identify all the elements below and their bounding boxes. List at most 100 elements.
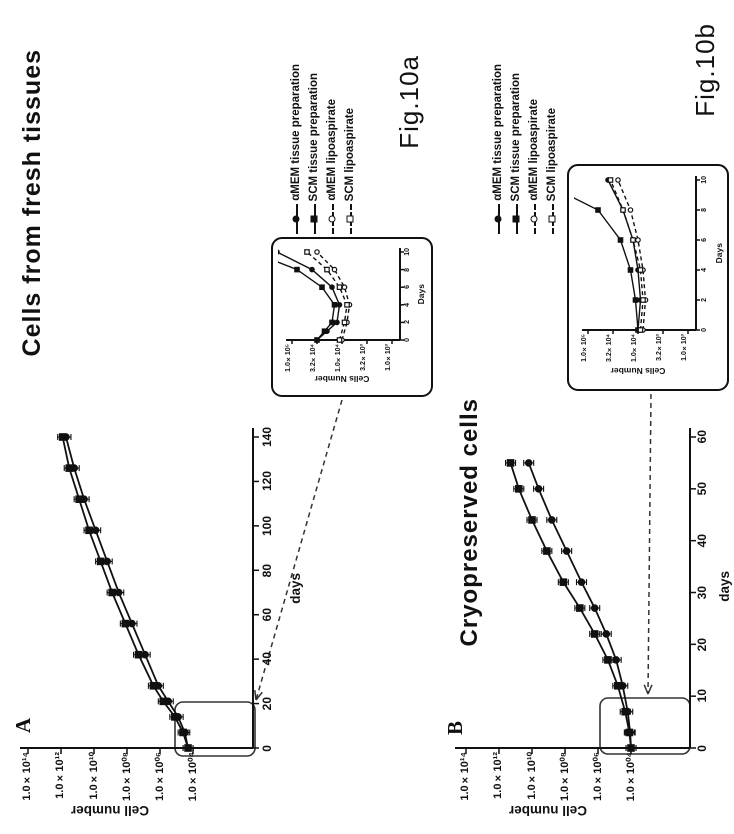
day-tick-text: 0 (403, 338, 411, 342)
day-tick-label: 6 (401, 278, 413, 296)
panel-a-marker: A (10, 718, 35, 734)
legend-item: SCM tissue preparation (507, 34, 525, 234)
value-tick-text: 1.0×10⁰⁴ (625, 752, 637, 802)
data-point-marker (314, 249, 320, 255)
day-tick-text: 6 (403, 285, 411, 290)
panel-b-marker: B (442, 720, 467, 735)
day-tick-text: 20 (695, 637, 709, 651)
day-tick-label: 8 (401, 261, 413, 279)
data-point-marker (562, 547, 571, 555)
day-tick-text: 40 (695, 533, 709, 548)
legend-marker (491, 204, 505, 234)
inset-a-chart (278, 248, 404, 344)
data-point-marker (336, 337, 343, 343)
day-tick-label: 0 (256, 734, 278, 762)
data-point-marker (637, 327, 644, 333)
inset-b-chart (574, 176, 700, 334)
data-point-marker (314, 337, 320, 343)
days-axis-label-b: days (716, 570, 732, 602)
value-tick-label: 1.0×10³ (681, 334, 688, 363)
day-tick-text: 4 (403, 302, 411, 307)
value-tick-text: 1.0×10⁴ (631, 334, 638, 362)
legend-item-label: SCM lipoaspirate (546, 107, 558, 201)
data-point-marker (524, 459, 533, 467)
data-point-marker (134, 650, 143, 659)
value-tick-text: 1.0×10⁰⁶ (592, 752, 604, 802)
value-tick-text: 1.0×10¹² (492, 752, 504, 799)
data-point-marker (331, 302, 338, 308)
series-group (574, 177, 649, 333)
legend-item-label: SCM lipoaspirate (344, 107, 356, 201)
figure-label-b: Fig.10b (689, 23, 720, 117)
day-tick-label: 10 (698, 171, 710, 189)
value-tick-label: 1.0×10⁴ (631, 334, 638, 364)
day-tick-text: 140 (260, 426, 274, 448)
legend-marker (527, 204, 541, 234)
day-tick-text: 0 (695, 744, 709, 752)
filled-circle-icon (292, 215, 300, 223)
legend-marker (343, 204, 357, 234)
legend-item: αMEM tissue preparation (489, 34, 507, 234)
legend-marker (509, 204, 523, 234)
day-tick-label: 20 (692, 630, 712, 658)
day-tick-text: 20 (260, 696, 274, 711)
day-tick-label: 0 (401, 331, 413, 349)
value-tick-label: 3.2×10³ (360, 344, 367, 373)
legend-item: SCM lipoaspirate (341, 34, 359, 234)
legend-item: SCM tissue preparation (305, 34, 323, 234)
legend-item: αMEM lipoaspirate (525, 34, 543, 234)
day-tick-text: 80 (260, 563, 274, 577)
data-point-marker (559, 578, 568, 586)
cell-number-axis-label-b: Cell number (509, 803, 588, 818)
data-point-marker (627, 267, 634, 273)
day-tick-label: 4 (698, 261, 710, 279)
data-point-marker (534, 485, 543, 493)
data-point-marker (635, 237, 641, 243)
filled-square-icon (310, 215, 318, 223)
data-point-marker (321, 328, 328, 335)
value-tick-text: 1.0×10¹⁴ (21, 752, 33, 801)
value-tick-text: 1.0×10¹⁴ (459, 752, 471, 801)
series-line (509, 462, 632, 749)
day-tick-text: 10 (403, 248, 411, 256)
panel-a-title: Cells from fresh tissues (17, 48, 46, 357)
data-point-marker (96, 557, 105, 566)
value-tick-text: 1.0×10⁵ (285, 344, 292, 372)
legend-marker (545, 204, 559, 234)
legend-item: αMEM lipoaspirate (323, 34, 341, 234)
day-tick-label: 20 (256, 690, 278, 718)
day-tick-text: 100 (260, 515, 274, 536)
value-tick-label: 1.0×10¹⁴ (459, 752, 471, 804)
value-tick-text: 1.0×10⁴ (335, 344, 342, 372)
data-point-marker (627, 207, 634, 213)
day-tick-text: 40 (260, 652, 274, 666)
data-point-marker (179, 728, 187, 737)
data-point-marker (149, 681, 158, 690)
data-point-marker (121, 619, 130, 628)
legend-item: SCM lipoaspirate (543, 34, 561, 234)
day-tick-text: 2 (700, 298, 708, 302)
day-tick-text: 120 (260, 471, 274, 492)
data-point-marker (334, 319, 340, 326)
value-tick-label: 1.0×10⁰⁴ (624, 752, 637, 804)
value-tick-label: 1.0×10¹⁴ (21, 752, 33, 804)
data-point-marker (615, 177, 621, 183)
day-tick-label: 6 (698, 231, 710, 249)
filled-circle-icon (494, 215, 502, 223)
value-tick-text: 3.2×10⁴ (606, 334, 613, 362)
data-point-marker (329, 319, 335, 326)
data-point-marker (607, 177, 614, 183)
day-tick-label: 10 (401, 243, 413, 261)
data-point-marker (85, 526, 93, 535)
data-point-marker (632, 297, 639, 303)
day-tick-label: 8 (698, 201, 710, 219)
open-square-icon (548, 215, 556, 223)
zoom-arrow-b (643, 393, 653, 695)
series-line (617, 179, 647, 331)
value-tick-label: 1.0×10⁰⁸ (558, 752, 571, 804)
data-point-marker (331, 266, 338, 273)
data-point-marker (336, 301, 343, 308)
value-tick-text: 3.2×10³ (360, 344, 367, 371)
legend-item-label: SCM tissue preparation (510, 72, 522, 201)
series-group (504, 459, 637, 752)
